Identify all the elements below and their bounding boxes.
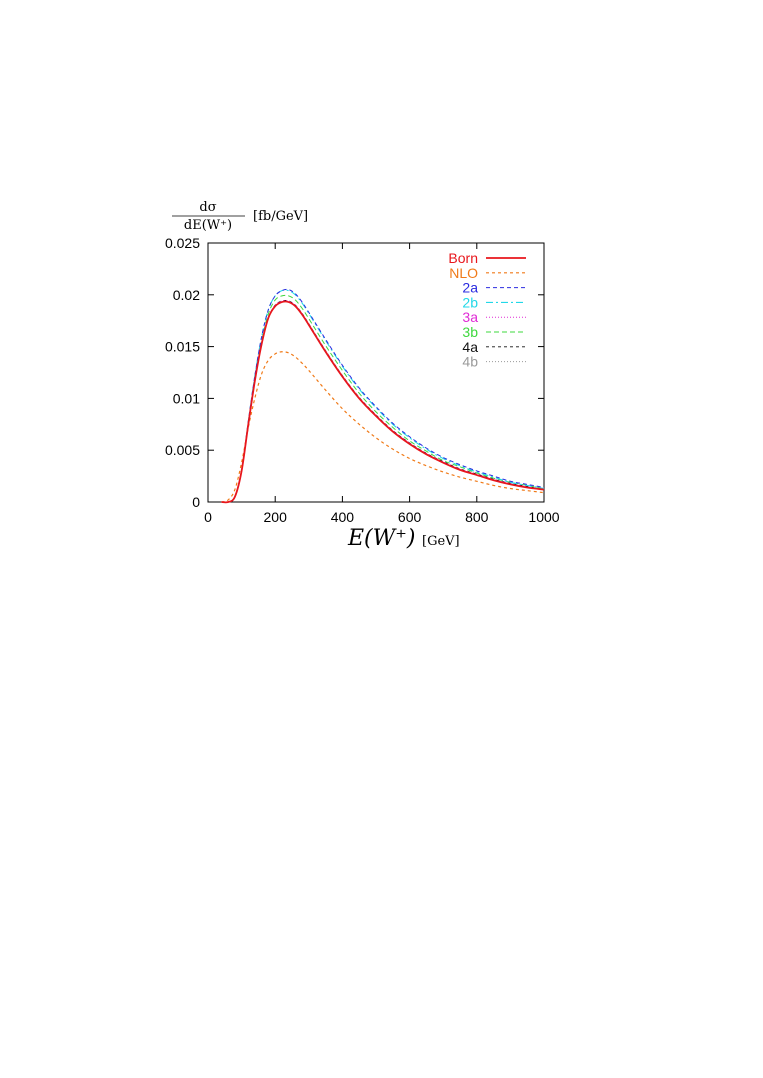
y-tick-label: 0.005 [165, 442, 200, 458]
series-line-2b [221, 289, 545, 503]
legend-label: 4a [462, 339, 478, 355]
x-tick-label: 800 [465, 509, 489, 525]
legend-label: 3a [462, 309, 478, 325]
x-axis-label: E(W⁺) [GeV] [347, 526, 460, 551]
x-tick-label: 600 [398, 509, 422, 525]
y-label-unit: [fb/GeV] [253, 209, 308, 224]
series-line-2a [221, 288, 545, 503]
x-label-main: E(W⁺) [347, 526, 415, 551]
x-tick-label: 1000 [528, 509, 559, 525]
legend-label: Born [448, 250, 478, 266]
series-line-nlo [221, 351, 545, 503]
y-label-numerator: dσ [199, 200, 216, 215]
series-line-4a [221, 300, 545, 503]
x-tick-label: 400 [331, 509, 355, 525]
x-tick-label: 0 [204, 509, 212, 525]
legend-label: 2b [462, 294, 478, 310]
legend-label: NLO [449, 265, 478, 281]
y-label-denominator: dE(W⁺) [184, 218, 232, 233]
x-label-unit: [GeV] [422, 534, 460, 549]
y-tick-label: 0 [192, 494, 200, 510]
x-tick-label: 200 [264, 509, 288, 525]
series-line-3a [221, 300, 545, 503]
y-tick-label: 0.025 [165, 235, 200, 251]
y-tick-label: 0.02 [173, 287, 200, 303]
x-axis-ticks: 0 200 400 600 800 1000 [204, 243, 560, 525]
y-tick-label: 0.01 [173, 390, 200, 406]
y-axis-label: dσ dE(W⁺) [fb/GeV] [172, 200, 308, 233]
y-axis-ticks: 0 0.005 0.01 0.015 0.02 0.025 [165, 235, 544, 510]
legend-label: 3b [462, 324, 478, 340]
series-line-born [221, 300, 545, 504]
legend-label: 4b [462, 354, 478, 370]
series-line-3b [221, 294, 545, 503]
legend-label: 2a [462, 280, 478, 296]
series-lines [221, 288, 545, 504]
plot-frame [207, 242, 545, 503]
y-tick-label: 0.015 [165, 339, 200, 355]
